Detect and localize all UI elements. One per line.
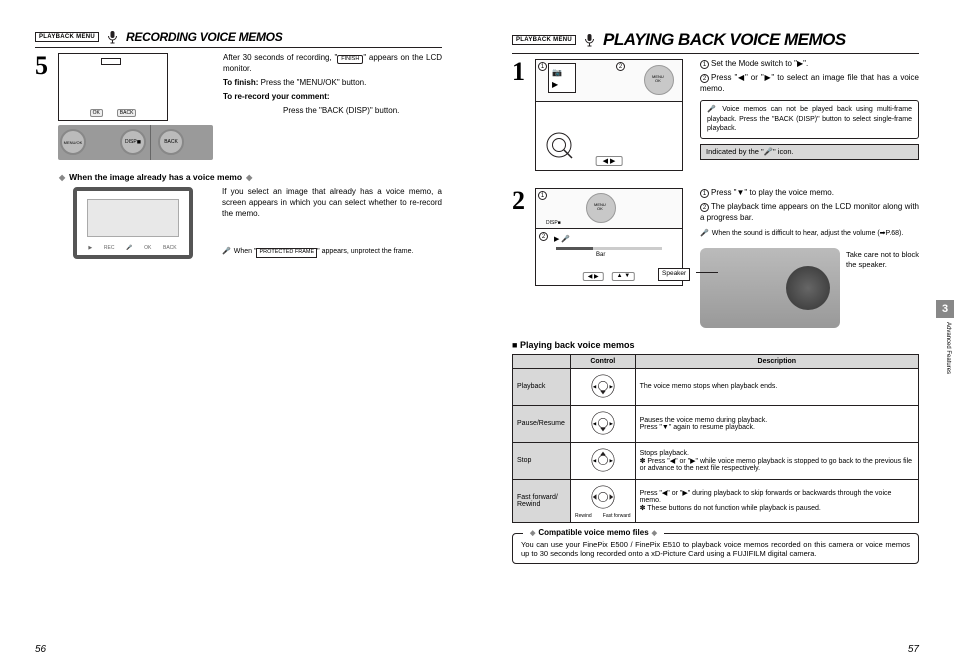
- control-dial: MENUOK: [644, 65, 674, 95]
- step-5-illustration: OK BACK MENU/OK DISP■ BACK: [58, 53, 213, 160]
- control-dial: MENUOK: [586, 193, 616, 223]
- step-5-number: 5: [35, 53, 48, 160]
- diamond-title: When the image already has a voice memo: [55, 172, 442, 182]
- rerecord-illustration: ▶REC🎤OKBACK: [55, 187, 210, 259]
- page-right: PLAYBACK MENU PLAYING BACK VOICE MEMOS 1…: [477, 0, 954, 667]
- playback-menu-tag: PLAYBACK MENU: [512, 35, 576, 45]
- circled-1: 1: [700, 189, 709, 198]
- left-header: PLAYBACK MENU RECORDING VOICE MEMOS: [35, 30, 442, 48]
- protected-note: 🎤 When "PROTECTED FRAME" appears, unprot…: [222, 247, 442, 257]
- callout-1: 1: [538, 191, 547, 200]
- speaker-care-text: Take care not to block the speaker.: [846, 244, 919, 270]
- callout-2: 2: [539, 232, 548, 241]
- caution-icon: 🎤: [222, 247, 231, 257]
- step-2-number: 2: [512, 188, 525, 328]
- step-1-number: 1: [512, 59, 525, 176]
- already-has-memo-section: When the image already has a voice memo …: [35, 172, 442, 259]
- step-5-text: After 30 seconds of recording, "FINISH" …: [223, 53, 442, 160]
- mic-icon: [584, 33, 595, 47]
- col-description: Description: [635, 354, 918, 368]
- page-number-right: 57: [908, 644, 919, 655]
- table-row: Pause/Resume ◀▶ Pauses the voice memo du…: [513, 405, 919, 442]
- step1-lcd: 1 📷 ▶ 2 MENUOK ◀ ▶: [535, 59, 683, 171]
- left-title: RECORDING VOICE MEMOS: [126, 30, 282, 44]
- step-2: 2 1 MENUOK DISP■ 2 ▶ 🎤 Bar ◀ ▶: [512, 188, 919, 328]
- svg-text:▶: ▶: [609, 384, 613, 389]
- back-button: BACK: [158, 129, 184, 155]
- mic-icon: [107, 30, 118, 44]
- step-1: 1 1 📷 ▶ 2 MENUOK ◀ ▶: [512, 59, 919, 176]
- disp-button: DISP■: [120, 129, 146, 155]
- section-tab: 3: [936, 300, 954, 318]
- page-left: PLAYBACK MENU RECORDING VOICE MEMOS 5 OK…: [0, 0, 477, 667]
- col-control: Control: [571, 354, 636, 368]
- step-1-illustration: 1 📷 ▶ 2 MENUOK ◀ ▶: [535, 59, 690, 176]
- compatible-files-box: Compatible voice memo files You can use …: [512, 533, 919, 564]
- voice-memo-controls-table: Control Description Playback ◀▶ The voic…: [512, 354, 919, 523]
- camera-body: Speaker: [700, 248, 840, 328]
- lcd-screen: OK BACK: [58, 53, 168, 121]
- table-title: Playing back voice memos: [512, 340, 919, 350]
- camera-lens-icon: [786, 266, 830, 310]
- circled-2: 2: [700, 203, 709, 212]
- step-1-text: 1Set the Mode switch to "▶". 2Press "◀" …: [700, 59, 919, 176]
- finish-label: FINISH: [337, 55, 363, 64]
- step-5: 5 OK BACK MENU/OK DISP■ BACK After 30 se…: [35, 53, 442, 160]
- table-row: Playback ◀▶ The voice memo stops when pl…: [513, 368, 919, 405]
- compat-title: Compatible voice memo files: [523, 528, 664, 537]
- ok-indicator: OK: [90, 109, 103, 117]
- step1-note: 🎤 Voice memos can not be played back usi…: [700, 100, 919, 138]
- rerecord-text: If you select an image that already has …: [222, 187, 442, 259]
- speaker-og: Speaker: [658, 268, 690, 281]
- svg-text:◀: ◀: [593, 384, 597, 389]
- indicated-by-box: Indicated by the "🎤" icon.: [700, 144, 919, 160]
- right-title: PLAYING BACK VOICE MEMOS: [603, 30, 846, 50]
- caution-icon: 🎤: [707, 106, 722, 113]
- table-row: Stop ◀▶ Stops playback. ✽ Press "◀" or "…: [513, 442, 919, 479]
- camera-button-strip: MENU/OK DISP■ BACK: [58, 125, 213, 160]
- caution-icon: 🎤: [700, 229, 709, 238]
- back-indicator: BACK: [117, 109, 137, 117]
- menuok-button: MENU/OK: [60, 129, 86, 155]
- callout-2: 2: [616, 62, 625, 71]
- section-tab-label: Advanced Features: [945, 322, 951, 374]
- circled-1: 1: [700, 60, 709, 69]
- svg-text:▶: ▶: [609, 458, 613, 463]
- callout-1: 1: [538, 62, 547, 71]
- svg-text:◀: ◀: [593, 421, 597, 426]
- ok-back-row: OK BACK: [59, 109, 167, 117]
- circled-2: 2: [700, 74, 709, 83]
- svg-text:▶: ▶: [609, 421, 613, 426]
- protected-frame-label: PROTECTED FRAME: [256, 248, 317, 257]
- right-header: PLAYBACK MENU PLAYING BACK VOICE MEMOS: [512, 30, 919, 54]
- table-row: Fast forward/ Rewind Rewind Fast forward…: [513, 479, 919, 522]
- step-2-illustration: 1 MENUOK DISP■ 2 ▶ 🎤 Bar ◀ ▶ ▲ ▼: [535, 188, 690, 328]
- svg-text:◀: ◀: [593, 458, 597, 463]
- bar-label: Bar: [596, 252, 605, 258]
- step-2-text: 1Press "▼" to play the voice memo. 2The …: [700, 188, 919, 328]
- page-number-left: 56: [35, 644, 46, 655]
- playback-menu-tag: PLAYBACK MENU: [35, 32, 99, 42]
